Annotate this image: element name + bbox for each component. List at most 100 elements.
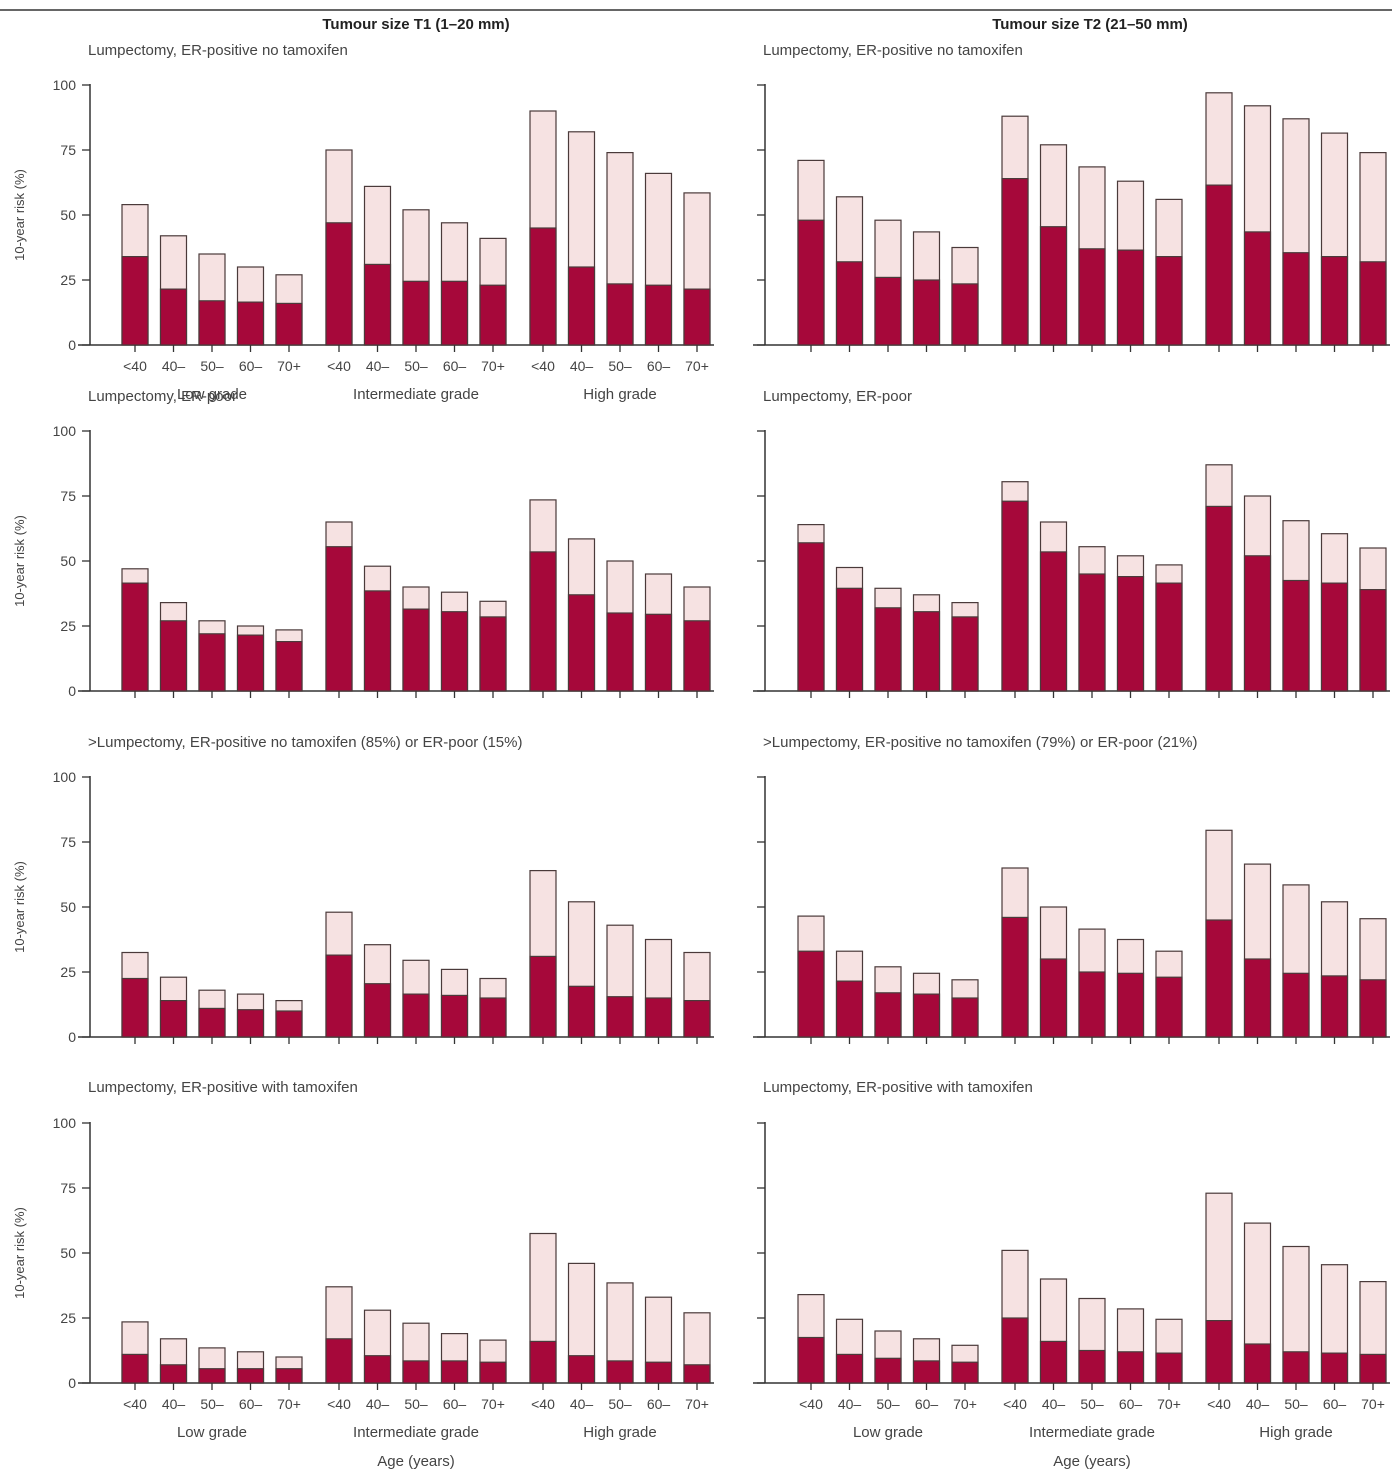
bar-dark [874,992,902,1038]
panel-title: >Lumpectomy, ER-positive no tamoxifen (8… [88,734,522,751]
group-label: High grade [1259,1424,1332,1441]
bar-dark [275,640,303,692]
x-tick-label: <40 [327,358,351,374]
x-tick-label: <40 [1003,1396,1027,1412]
bar-dark [1359,1353,1387,1384]
bar-dark [835,261,864,346]
x-tick-label: <40 [123,358,147,374]
bar-dark [440,994,469,1038]
bar-dark [529,955,557,1038]
bar-dark [1243,231,1272,346]
bar-dark [479,284,507,346]
y-tick-label: 75 [60,1180,76,1196]
bar-dark [1039,226,1068,346]
chart-panel: Lumpectomy, ER-positive with tamoxifen 0 2… [12,1079,714,1470]
x-tick-label: <40 [799,1396,823,1412]
bar-dark [1320,1352,1349,1384]
x-tick-label: 70+ [1157,1396,1181,1412]
bar-dark [951,616,979,692]
group-label: High grade [583,386,656,403]
y-tick-label: 50 [60,553,76,569]
bar-dark [121,1353,149,1384]
bar-dark [1116,972,1145,1038]
bar-dark [1205,184,1233,346]
bar-dark [1243,555,1272,692]
bar-dark [606,1360,634,1384]
y-tick-label: 50 [60,899,76,915]
bar-dark [797,1336,825,1384]
bar-dark [1116,575,1145,692]
bar-dark [402,993,430,1038]
x-tick-label: 50– [200,358,224,374]
y-tick-label: 0 [68,683,76,699]
bar-dark [1001,916,1029,1038]
y-axis-label: 10-year risk (%) [12,515,27,607]
bar-dark [644,613,673,692]
x-tick-label: <40 [327,1396,351,1412]
bar-dark [1282,1351,1310,1384]
panel-title: Lumpectomy, ER-positive no tamoxifen [763,42,1023,59]
bar-dark [363,983,392,1038]
panel-title: Lumpectomy, ER-positive no tamoxifen [88,42,348,59]
group-label: Intermediate grade [1029,1424,1155,1441]
bar-dark [912,611,941,692]
bar-dark [440,1360,469,1384]
bar-dark [275,1368,303,1384]
y-tick-label: 0 [68,337,76,353]
x-tick-label: 50– [200,1396,224,1412]
bar-dark [951,997,979,1038]
x-tick-label: 40– [162,1396,186,1412]
bar-dark [1243,958,1272,1038]
panel-title: Lumpectomy, ER-positive with tamoxifen [88,1079,358,1096]
x-tick-label: 60– [443,358,467,374]
x-tick-label: 40– [1042,1396,1066,1412]
y-tick-label: 25 [60,964,76,980]
bar-dark [402,1360,430,1384]
bar-dark [835,587,864,692]
y-tick-label: 0 [68,1375,76,1391]
bar-dark [236,1009,265,1038]
x-tick-label: 70+ [1361,1396,1385,1412]
group-label: Intermediate grade [353,386,479,403]
panel-title: Lumpectomy, ER-positive with tamoxifen [763,1079,1033,1096]
bar-dark [797,950,825,1038]
x-tick-label: 50– [876,1396,900,1412]
bar-dark [1205,505,1233,692]
group-label: Low grade [853,1424,923,1441]
x-tick-label: 50– [404,1396,428,1412]
y-tick-label: 75 [60,142,76,158]
x-tick-label: 70+ [481,358,505,374]
x-tick-label: 70+ [953,1396,977,1412]
group-label: Low grade [177,1424,247,1441]
bar-dark [275,1010,303,1038]
bar-dark [1282,579,1310,692]
x-tick-label: 60– [443,1396,467,1412]
group-label: Low grade [177,386,247,403]
bar-dark [567,985,596,1038]
x-tick-label: <40 [123,1396,147,1412]
bar-dark [440,280,469,346]
bar-dark [1039,1340,1068,1384]
y-tick-label: 25 [60,272,76,288]
bar-dark [529,227,557,346]
bar-dark [236,634,265,692]
bar-dark [567,266,596,346]
bar-dark [159,620,188,692]
bar-dark [325,546,353,692]
bar-dark [1001,178,1029,346]
x-tick-label: 50– [608,358,632,374]
bar-dark [1001,1317,1029,1384]
chart-panel: Lumpectomy, ER-poor [753,388,1390,698]
bar-dark [874,276,902,346]
y-tick-label: 100 [53,423,77,439]
group-label: Intermediate grade [353,1424,479,1441]
bar-dark [1116,1351,1145,1384]
x-tick-label: 50– [608,1396,632,1412]
x-tick-label: 60– [239,358,263,374]
chart-panel: Lumpectomy, ER-poor 0 25 50 75 100 10-year ris… [12,388,714,699]
bar-dark [1205,919,1233,1038]
bar-dark [159,1364,188,1384]
bar-dark [1039,958,1068,1038]
x-tick-label: 60– [647,358,671,374]
